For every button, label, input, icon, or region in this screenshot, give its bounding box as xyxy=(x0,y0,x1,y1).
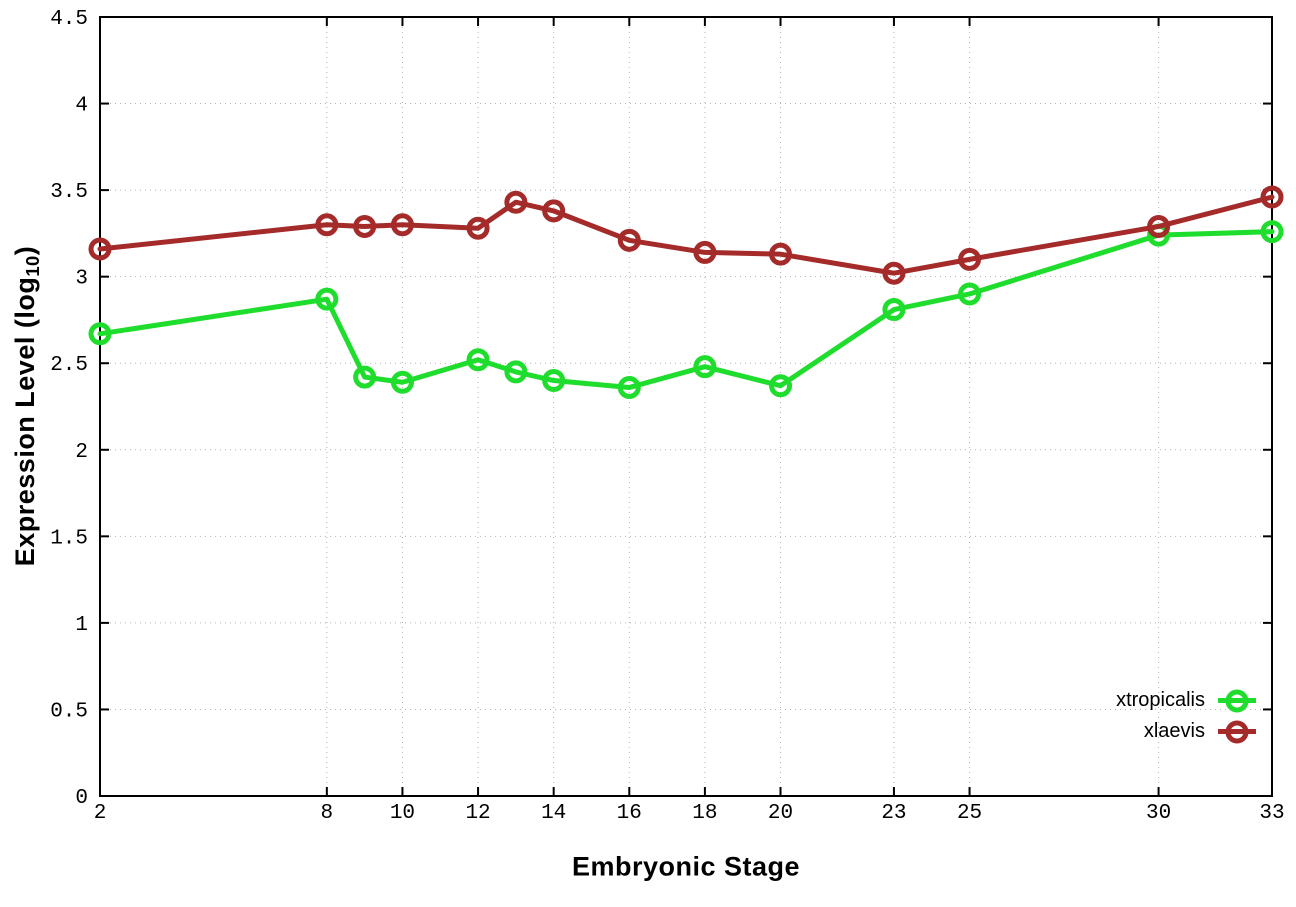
svg-text:4.5: 4.5 xyxy=(50,8,88,31)
svg-text:0: 0 xyxy=(75,787,88,810)
svg-text:16: 16 xyxy=(617,802,642,825)
svg-text:2: 2 xyxy=(94,802,107,825)
svg-text:20: 20 xyxy=(768,802,793,825)
xtropicalis-marker-icon xyxy=(1218,689,1256,712)
svg-text:30: 30 xyxy=(1146,802,1171,825)
svg-text:3: 3 xyxy=(75,268,88,291)
legend-item-xtropicalis: xtropicalis xyxy=(956,685,1256,716)
svg-text:8: 8 xyxy=(321,802,334,825)
x-axis-title: Embryonic Stage xyxy=(571,851,801,882)
svg-text:2: 2 xyxy=(75,441,88,464)
legend-label-xlaevis: xlaevis xyxy=(1143,720,1205,742)
legend-label-xtropicalis: xtropicalis xyxy=(1116,689,1205,711)
svg-text:33: 33 xyxy=(1259,802,1284,825)
svg-text:1.5: 1.5 xyxy=(50,527,88,550)
xlaevis-marker-icon xyxy=(1218,720,1256,743)
svg-text:0.5: 0.5 xyxy=(50,700,88,723)
svg-text:2.5: 2.5 xyxy=(50,354,88,377)
svg-text:18: 18 xyxy=(692,802,717,825)
svg-text:25: 25 xyxy=(957,802,982,825)
svg-text:14: 14 xyxy=(541,802,566,825)
svg-text:23: 23 xyxy=(881,802,906,825)
legend: xtropicalis xlaevis xyxy=(956,685,1256,747)
svg-text:4: 4 xyxy=(75,95,88,118)
legend-item-xlaevis: xlaevis xyxy=(956,716,1256,747)
svg-text:10: 10 xyxy=(390,802,415,825)
svg-text:3.5: 3.5 xyxy=(50,181,88,204)
svg-text:1: 1 xyxy=(75,614,88,637)
svg-text:12: 12 xyxy=(465,802,490,825)
